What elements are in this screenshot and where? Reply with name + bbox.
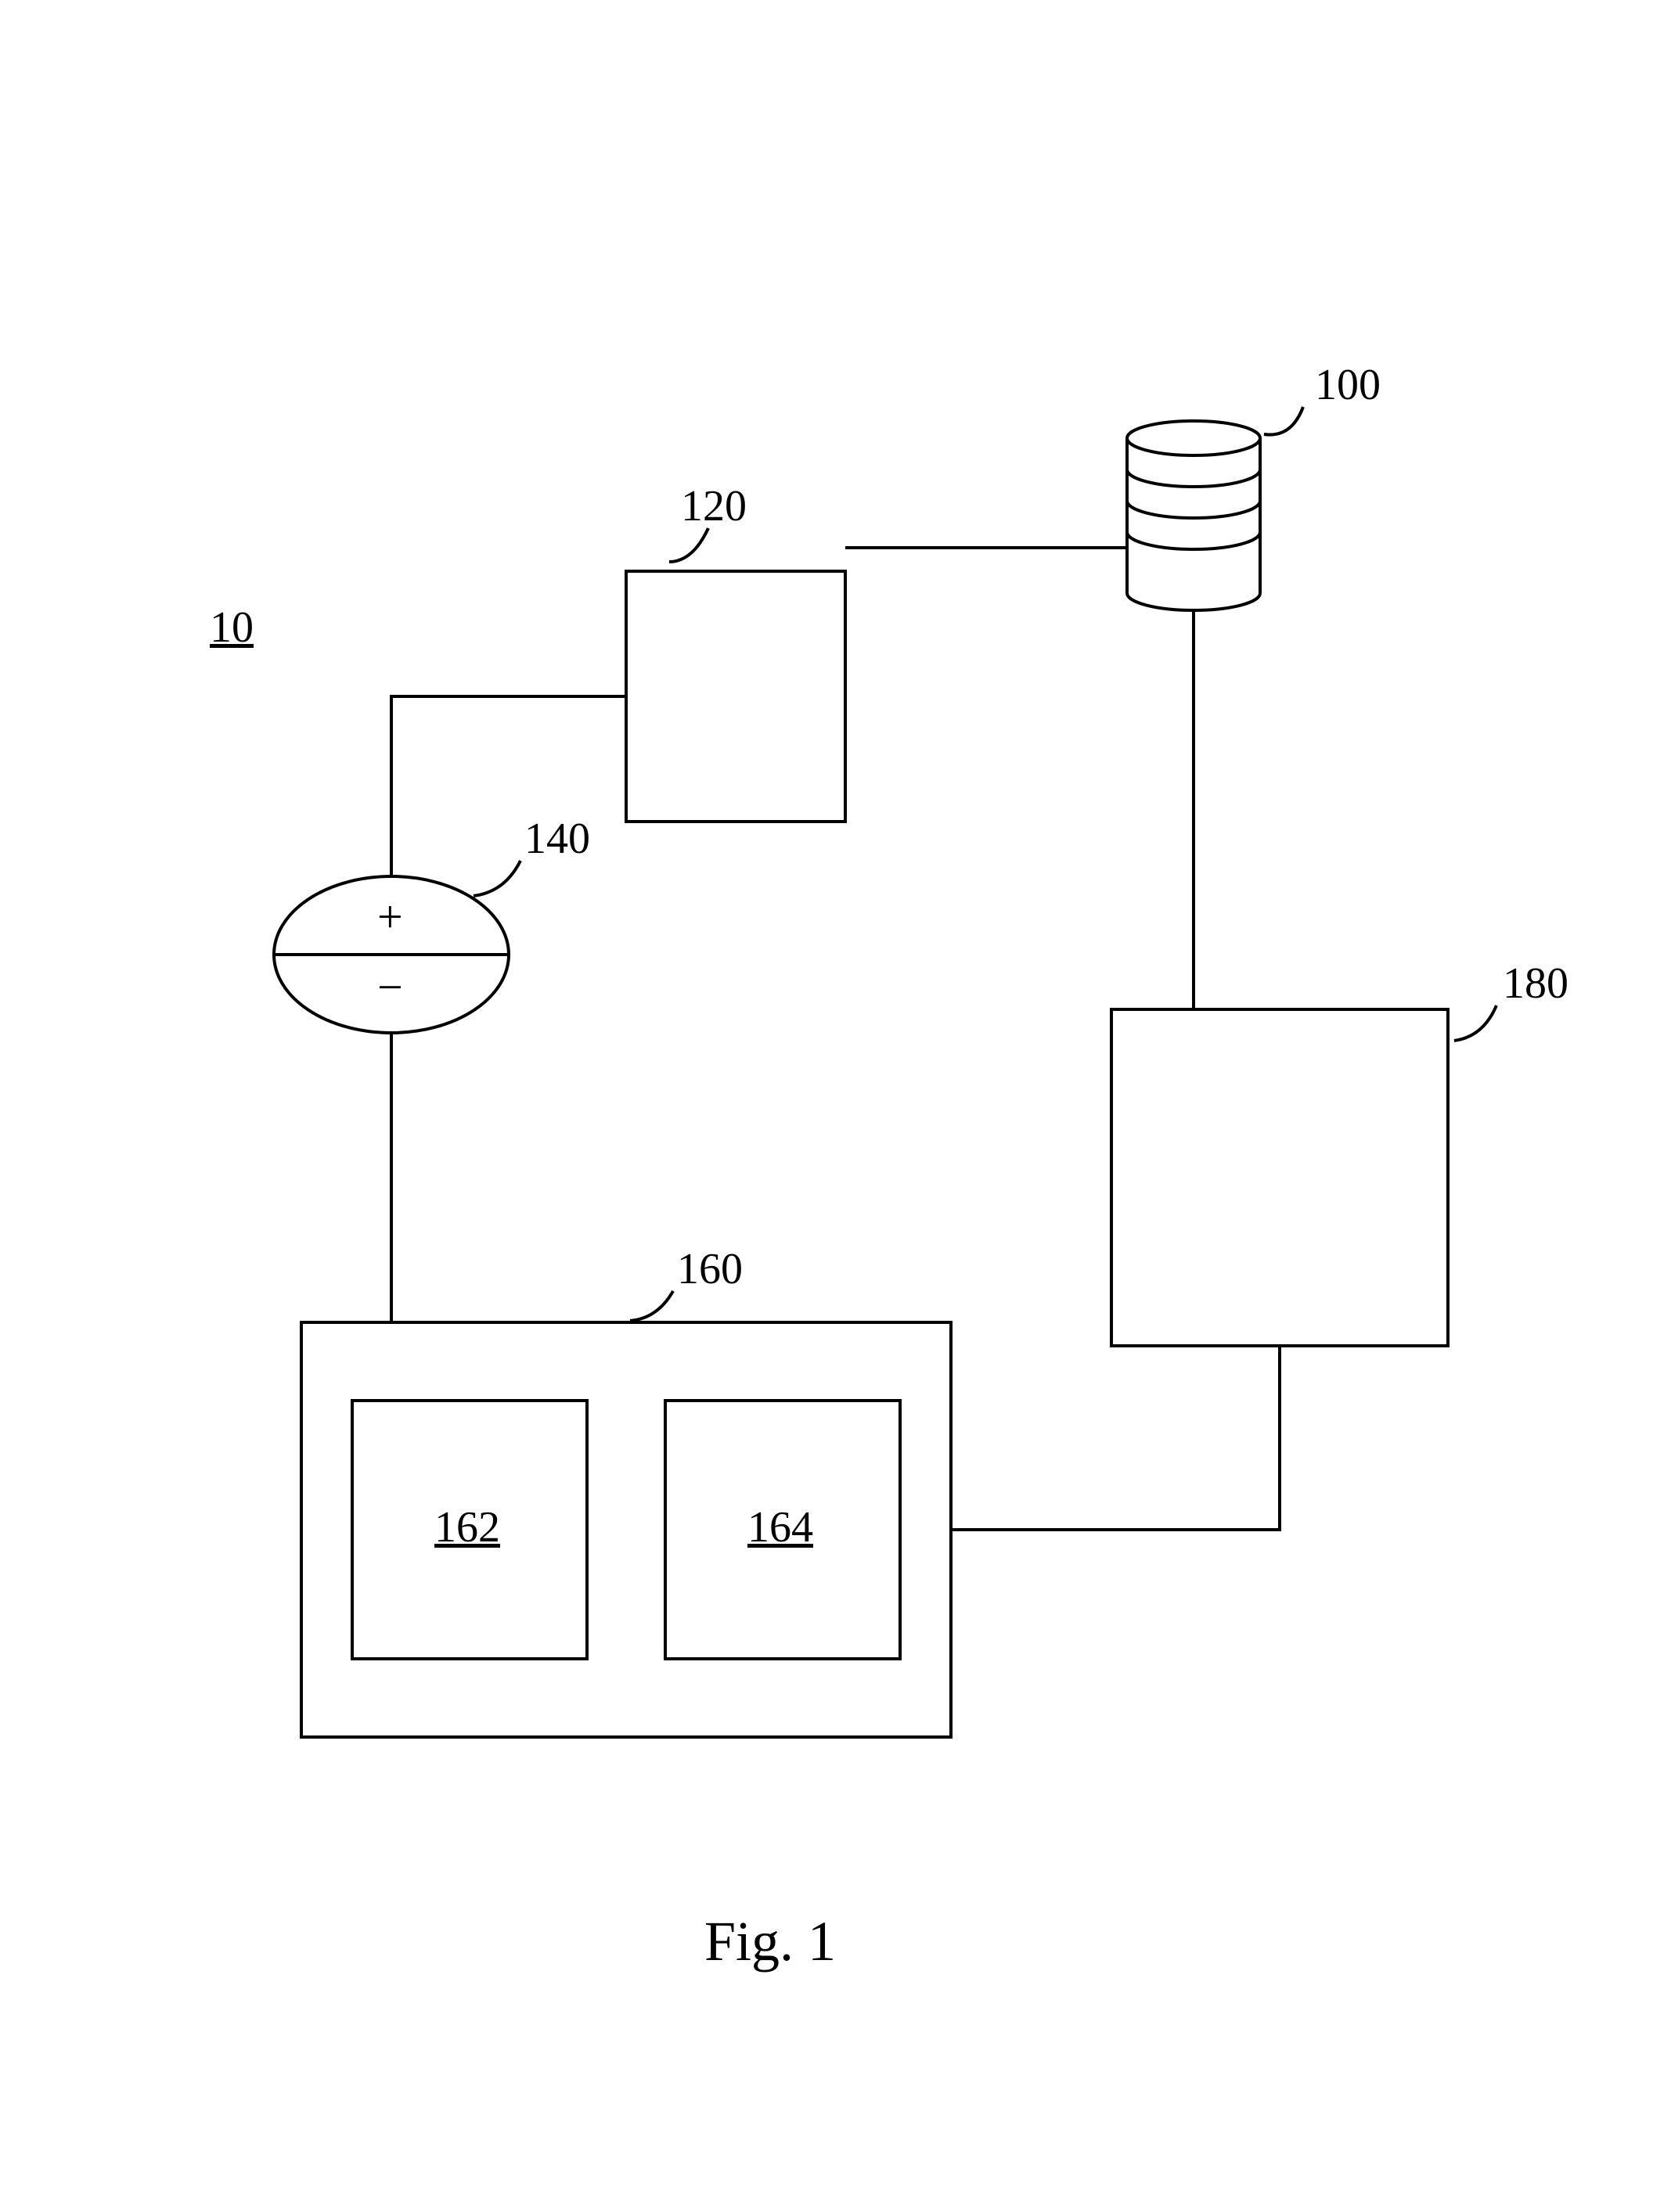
edges [391,548,1280,1530]
node-box-180 [1111,1009,1448,1346]
node-box-120 [626,571,845,822]
label-node-164: 164 [747,1502,813,1552]
label-system-10: 10 [210,602,254,653]
label-node-162: 162 [434,1502,500,1552]
label-node-120: 120 [681,481,747,531]
label-node-180: 180 [1503,959,1568,1009]
node-database [1127,421,1260,610]
node-box-160 [301,1322,951,1737]
block-diagram: 10 100 120 140 + − 160 162 164 180 Fig. … [0,0,1653,2212]
label-plus: + [377,890,403,943]
diagram-svg [0,0,1653,2212]
label-minus: − [377,961,403,1013]
label-node-140: 140 [524,814,590,864]
label-node-100: 100 [1315,360,1381,410]
figure-caption: Fig. 1 [704,1909,836,1974]
leader-lines [474,407,1496,1321]
label-node-160: 160 [677,1244,743,1294]
